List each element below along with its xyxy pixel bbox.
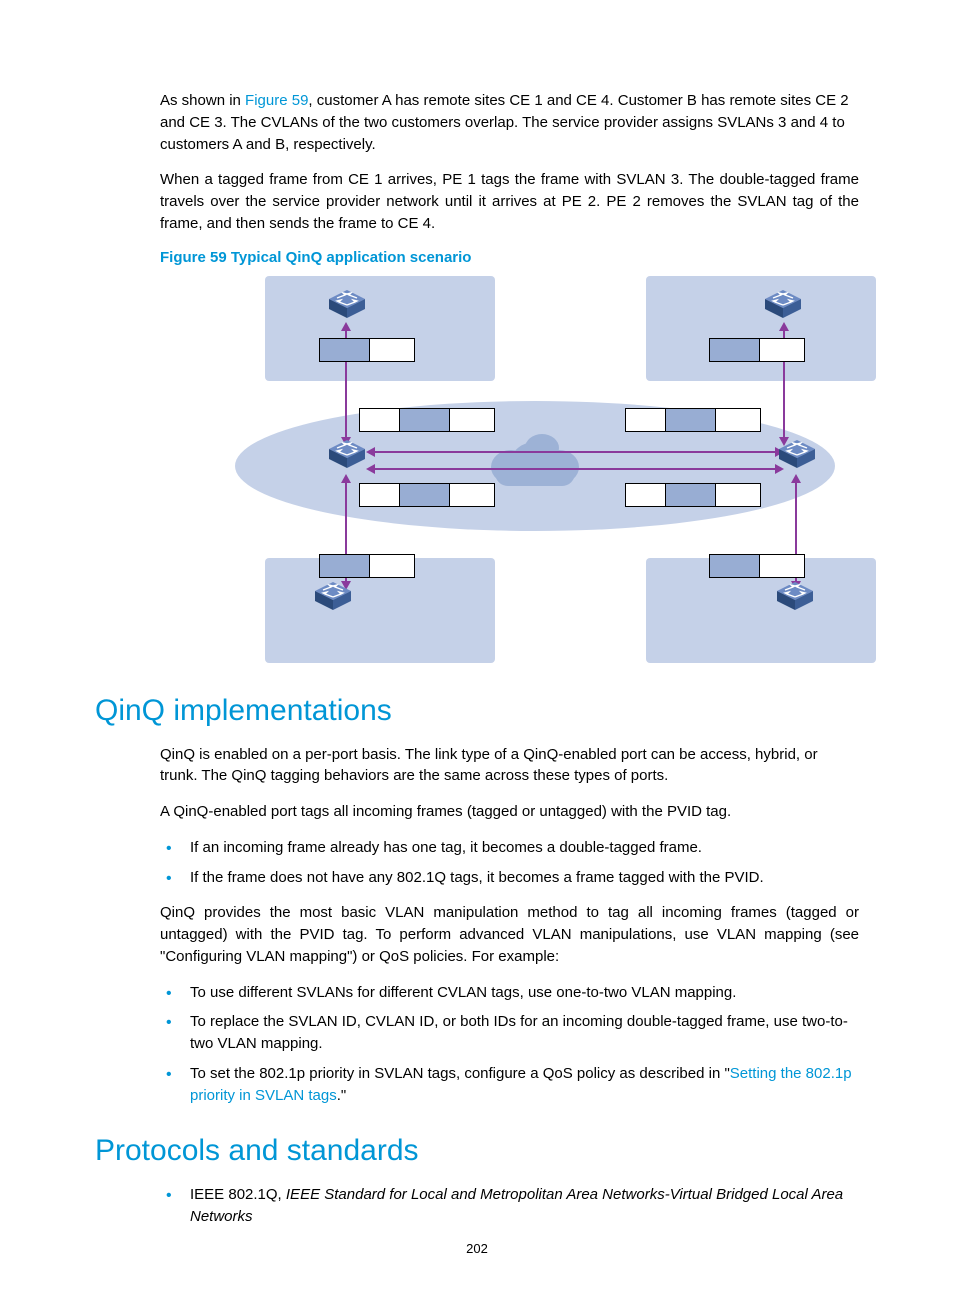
router-icon [325, 284, 369, 328]
text: As shown in [160, 92, 245, 109]
impl-paragraph-3: QinQ provides the most basic VLAN manipu… [160, 902, 859, 967]
list-item: To set the 802.1p priority in SVLAN tags… [160, 1063, 859, 1107]
vlan-tag-frame [359, 408, 495, 432]
protocols-bullets: IEEE 802.1Q, IEEE Standard for Local and… [160, 1184, 859, 1228]
impl-bullets-1: If an incoming frame already has one tag… [160, 837, 859, 889]
vlan-tag-frame [625, 483, 761, 507]
list-item: To use different SVLANs for different CV… [160, 982, 859, 1004]
list-item: To replace the SVLAN ID, CVLAN ID, or bo… [160, 1011, 859, 1055]
protocols-standards-heading: Protocols and standards [95, 1134, 859, 1168]
router-icon [325, 434, 369, 478]
figure-59-link[interactable]: Figure 59 [245, 92, 308, 109]
router-icon [773, 576, 817, 620]
vlan-tag-frame [709, 554, 805, 578]
router-icon [311, 576, 355, 620]
text: To set the 802.1p priority in SVLAN tags… [190, 1065, 730, 1082]
router-node [325, 444, 369, 474]
router-icon [761, 284, 805, 328]
vlan-tag-frame [319, 554, 415, 578]
impl-paragraph-1: QinQ is enabled on a per-port basis. The… [160, 744, 859, 788]
text: IEEE 802.1Q, [190, 1186, 286, 1203]
impl-bullets-2: To use different SVLANs for different CV… [160, 982, 859, 1107]
router-node [325, 294, 369, 324]
vlan-tag-frame [359, 483, 495, 507]
router-node [761, 294, 805, 324]
intro-paragraph-1: As shown in Figure 59, customer A has re… [160, 90, 859, 155]
customer-site-block [265, 276, 495, 381]
router-node [775, 444, 819, 474]
connection-arrow [373, 451, 777, 453]
impl-paragraph-2: A QinQ-enabled port tags all incoming fr… [160, 801, 859, 823]
router-node [311, 586, 355, 616]
qinq-implementations-heading: QinQ implementations [95, 694, 859, 728]
list-item: If the frame does not have any 802.1Q ta… [160, 867, 859, 889]
vlan-tag-frame [319, 338, 415, 362]
vlan-tag-frame [709, 338, 805, 362]
intro-paragraph-2: When a tagged frame from CE 1 arrives, P… [160, 169, 859, 234]
figure-caption: Figure 59 Typical QinQ application scena… [160, 249, 859, 266]
text: ." [337, 1087, 347, 1104]
cloud-icon [485, 430, 585, 490]
qinq-diagram [175, 276, 875, 666]
page-number: 202 [0, 1241, 954, 1256]
list-item: If an incoming frame already has one tag… [160, 837, 859, 859]
standard-title: IEEE Standard for Local and Metropolitan… [190, 1186, 843, 1225]
router-icon [775, 434, 819, 478]
connection-arrow [373, 468, 777, 470]
router-node [773, 586, 817, 616]
vlan-tag-frame [625, 408, 761, 432]
list-item: IEEE 802.1Q, IEEE Standard for Local and… [160, 1184, 859, 1228]
